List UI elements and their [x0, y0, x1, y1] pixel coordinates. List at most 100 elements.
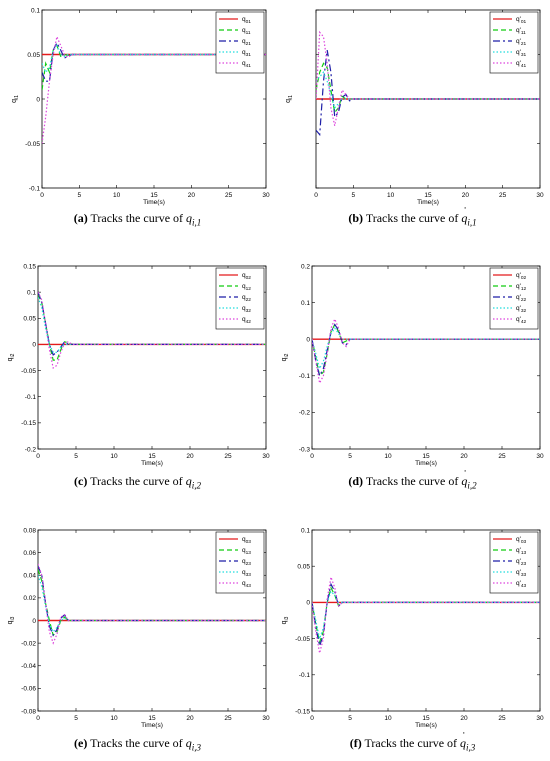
series-line-q33 [38, 575, 266, 633]
caption-math: q ˙ i,3 [460, 729, 476, 753]
y-axis-label-base: q [281, 620, 288, 624]
x-tick-label: 25 [224, 715, 232, 722]
series-line-q43 [38, 563, 266, 645]
y-tick-label: 0.02 [23, 595, 36, 602]
legend-label-base: q [242, 60, 246, 67]
y-tick-label: 0 [36, 96, 40, 103]
x-tick-label: 0 [310, 453, 314, 460]
caption-text: Tracks the curve of [87, 474, 186, 488]
legend-label-sub: 12 [246, 286, 252, 292]
y-tick-label: -0.2 [25, 446, 37, 453]
y-axis-label-sub: i1 [288, 95, 294, 99]
legend-label-sub: 11 [521, 30, 526, 36]
y-tick-label: -0.08 [21, 708, 36, 715]
x-tick-label: 10 [384, 715, 392, 722]
legend-label-base: q [242, 558, 246, 565]
caption-math: q ˙ i,2 [461, 467, 477, 491]
legend-label-base: q [242, 294, 246, 301]
x-tick-label: 30 [262, 715, 270, 722]
legend-label: q22 [242, 294, 251, 303]
legend-label: q31 [242, 49, 251, 58]
x-tick-label: 20 [188, 192, 196, 199]
series-line-q13 [38, 569, 266, 637]
x-tick-label: 25 [499, 192, 507, 199]
series-line-q32 [38, 297, 266, 353]
y-axis-label-sub: i3 [10, 616, 16, 620]
legend-label-base: q' [516, 272, 521, 279]
legend-box [489, 267, 539, 330]
legend-label-base: q [242, 305, 246, 312]
chart-panel-3: 0 5 10 15 20 25 30 -0.2 -0.15 -0.1 -0.05 0 0.05 0.1 0.… [7, 263, 270, 467]
y-tick-label: 0.05 [297, 564, 310, 571]
x-tick-label: 15 [424, 192, 432, 199]
legend-label: q'41 [516, 60, 527, 69]
y-axis-label-sub: i2 [284, 353, 290, 357]
legend-label-base: q' [516, 316, 521, 323]
legend-label-sub: 02 [246, 275, 252, 281]
legend-label-sub: 21 [521, 41, 527, 47]
caption-a: (a) Tracks the curve of qi,1 [0, 211, 275, 227]
y-tick-label: -0.02 [21, 640, 36, 647]
legend-label: q33 [242, 569, 251, 578]
legend-label-base: q' [516, 558, 521, 565]
y-tick-label: -0.1 [25, 394, 37, 401]
y-axis-label: qi3 [281, 616, 290, 624]
legend-label-sub: 41 [521, 63, 527, 69]
legend-label-sub: 22 [521, 297, 527, 303]
caption-math: qi,1 [186, 211, 202, 228]
caption-math: qi,3 [185, 736, 201, 753]
legend-label-base: q [242, 16, 246, 23]
y-tick-label: -0.1 [29, 185, 41, 192]
x-tick-label: 15 [150, 192, 158, 199]
legend-label-base: q' [516, 580, 521, 587]
y-tick-label: -0.1 [299, 672, 311, 679]
x-axis-label: Time(s) [141, 460, 163, 467]
x-axis-label: Time(s) [417, 199, 439, 206]
caption-text: Tracks the curve of [363, 211, 462, 225]
legend-label-base: q [242, 316, 246, 323]
legend-box [489, 11, 539, 74]
y-axis-label-base: q [285, 99, 292, 103]
legend-label-base: q' [516, 305, 521, 312]
x-tick-label: 25 [498, 453, 506, 460]
legend-label: q'42 [516, 316, 527, 325]
y-axis-label-base: q [7, 357, 14, 361]
legend-label-sub: 11 [246, 30, 251, 36]
x-tick-label: 30 [536, 715, 544, 722]
caption-math: qi,2 [185, 474, 201, 491]
y-tick-label: 0 [306, 600, 310, 607]
x-axis-label: Time(s) [141, 722, 163, 729]
x-tick-label: 5 [74, 715, 78, 722]
chart-panel-4: 0 5 10 15 20 25 30 -0.3 -0.2 -0.1 0 0.1 0.2 Time(s) qi… [281, 263, 544, 467]
y-axis-label: qi2 [7, 353, 16, 361]
legend-label-sub: 31 [521, 52, 527, 58]
y-tick-label: 0.1 [31, 7, 40, 14]
y-tick-label: 0.1 [27, 289, 36, 296]
x-tick-label: 10 [113, 192, 121, 199]
y-tick-label: -0.15 [21, 420, 36, 427]
y-tick-label: 0.08 [23, 527, 36, 534]
y-axis-label-sub: i3 [284, 616, 290, 620]
legend-label-sub: 03 [521, 539, 527, 545]
y-tick-label: 0.06 [23, 550, 36, 557]
legend-label-base: q' [516, 27, 521, 34]
legend-label-base: q [242, 49, 246, 56]
legend-label-sub: 23 [521, 561, 527, 567]
y-axis-label: qi1 [11, 95, 20, 103]
y-tick-label: -0.06 [21, 686, 36, 693]
x-tick-label: 5 [348, 715, 352, 722]
legend-label-sub: 13 [521, 550, 527, 556]
legend-label: q'33 [516, 569, 527, 578]
series-line-q41 [316, 30, 540, 126]
series-line-q22 [312, 323, 540, 378]
legend-label-base: q' [516, 16, 521, 23]
series-group [38, 291, 266, 370]
legend-label-sub: 12 [521, 286, 527, 292]
legend-label: q'02 [516, 272, 527, 281]
caption-text: Tracks the curve of [361, 736, 461, 750]
caption-d: (d) Tracks the curve of q ˙ i,2 [275, 467, 550, 491]
caption-f: (f) Tracks the curve of q ˙ i,3 [275, 729, 550, 753]
legend-label: q'03 [516, 536, 527, 545]
caption-c: (c) Tracks the curve of qi,2 [0, 474, 275, 490]
